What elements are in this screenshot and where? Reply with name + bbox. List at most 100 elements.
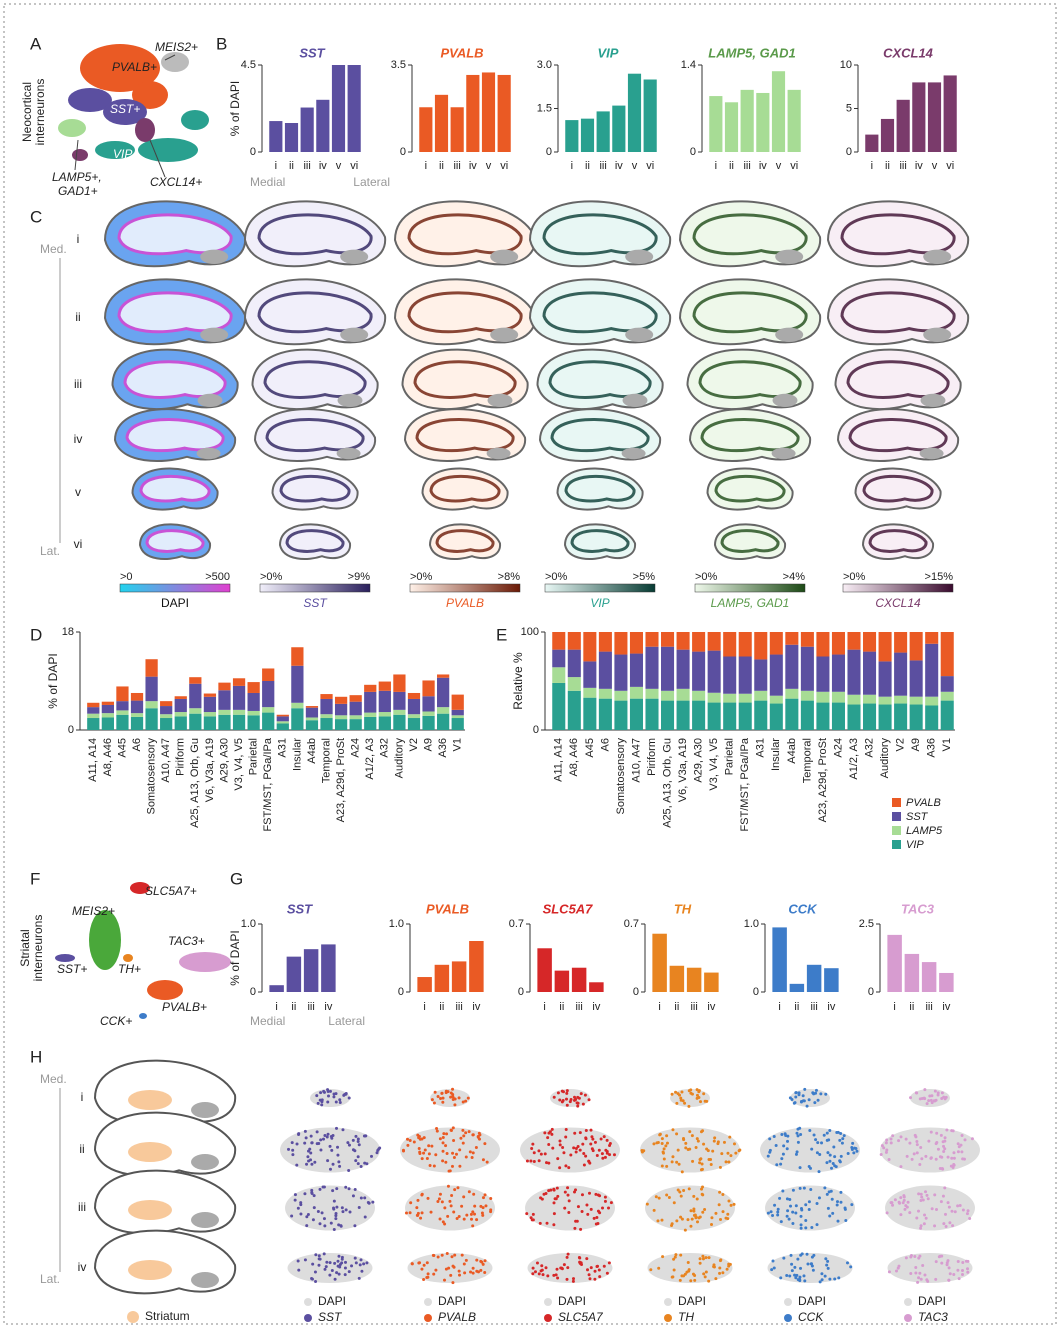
cell-dot	[303, 1142, 306, 1145]
cell-dot	[554, 1197, 557, 1200]
cell-dot	[729, 1154, 732, 1157]
x-tick-label: iv	[827, 1001, 835, 1013]
cell-dot	[802, 1094, 805, 1097]
cell-dot	[803, 1187, 806, 1190]
cell-dot	[363, 1135, 366, 1138]
bar-segment	[708, 632, 721, 651]
cell-dot	[601, 1157, 604, 1160]
cell-dot	[808, 1165, 811, 1168]
cell-dot	[439, 1218, 442, 1221]
bar-segment	[645, 647, 658, 689]
cell-dot	[699, 1157, 702, 1160]
cell-dot	[472, 1267, 475, 1270]
cell-dot	[563, 1263, 566, 1266]
cell-dot	[562, 1151, 565, 1154]
cell-dot	[937, 1091, 940, 1094]
cell-dot	[894, 1198, 897, 1201]
cell-dot	[767, 1155, 770, 1158]
cell-dot	[553, 1096, 556, 1099]
cell-dot	[484, 1204, 487, 1207]
bar-segment	[204, 712, 216, 716]
cell-dot	[323, 1186, 326, 1189]
bar-segment	[832, 692, 845, 703]
cell-dot	[895, 1269, 898, 1272]
cell-dot	[580, 1092, 583, 1095]
cell-dot	[668, 1196, 671, 1199]
cluster-label: MEIS2+	[155, 40, 198, 54]
cell-dot	[810, 1148, 813, 1151]
figure: ABCDEFGHNeocorticalinterneuronsStriatali…	[0, 0, 1060, 1328]
chart-title: CXCL14	[883, 45, 934, 60]
colorbar-name: PVALB	[446, 596, 484, 610]
cell-dot	[604, 1200, 607, 1203]
cell-dot	[957, 1150, 960, 1153]
bar-segment	[262, 713, 274, 730]
bar-segment	[277, 723, 289, 730]
x-tick-label: V1	[941, 738, 953, 751]
cell-dot	[800, 1100, 803, 1103]
chart-title: TAC3	[901, 901, 935, 916]
cell-dot	[336, 1154, 339, 1157]
cell-dot	[836, 1200, 839, 1203]
cell-dot	[830, 1190, 833, 1193]
cluster-label: CXCL14+	[150, 175, 202, 189]
cell-dot	[434, 1153, 437, 1156]
cell-dot	[920, 1278, 923, 1281]
y-tick-label: 10	[840, 59, 852, 71]
cell-dot	[297, 1133, 300, 1136]
cell-dot	[458, 1215, 461, 1218]
cell-dot	[472, 1193, 475, 1196]
cell-dot	[409, 1211, 412, 1214]
cell-dot	[323, 1224, 326, 1227]
cell-dot	[291, 1149, 294, 1152]
cell-dot	[714, 1277, 717, 1280]
bar-segment	[422, 716, 434, 730]
cell-dot	[574, 1220, 577, 1223]
cell-dot	[352, 1194, 355, 1197]
cell-dot	[546, 1274, 549, 1277]
bar-segment	[204, 694, 216, 697]
bar	[316, 100, 329, 152]
cell-dot	[958, 1277, 961, 1280]
bar-segment	[599, 632, 612, 652]
cell-dot	[585, 1257, 588, 1260]
cell-dot	[698, 1216, 701, 1219]
cell-dot	[531, 1143, 534, 1146]
cerebellum	[622, 448, 646, 460]
cell-dot	[966, 1271, 969, 1274]
cell-dot	[573, 1132, 576, 1135]
cell-dot	[406, 1144, 409, 1147]
panel-label: E	[496, 625, 507, 644]
bar-segment	[102, 717, 114, 730]
bar	[887, 935, 901, 992]
cell-dot	[847, 1152, 850, 1155]
cell-dot	[543, 1131, 546, 1134]
bar-segment	[645, 632, 658, 647]
bar-segment	[739, 694, 752, 703]
cell-dot	[696, 1097, 699, 1100]
cell-dot	[462, 1142, 465, 1145]
cell-dot	[458, 1096, 461, 1099]
cell-dot	[585, 1204, 588, 1207]
bar-segment	[552, 683, 565, 730]
bar-segment	[116, 686, 128, 701]
legend-label: DAPI	[318, 1294, 346, 1308]
bar-segment	[894, 704, 907, 730]
cell-dot	[592, 1149, 595, 1152]
bar-segment	[879, 705, 892, 730]
cell-dot	[944, 1136, 947, 1139]
x-tick-label: V3, V4, V5	[233, 738, 245, 791]
cell-dot	[677, 1149, 680, 1152]
cell-dot	[657, 1267, 660, 1270]
cell-dot	[449, 1096, 452, 1099]
cell-dot	[598, 1211, 601, 1214]
cell-dot	[330, 1149, 333, 1152]
cell-dot	[689, 1209, 692, 1212]
cell-dot	[959, 1204, 962, 1207]
cell-dot	[585, 1137, 588, 1140]
bar-segment	[816, 657, 829, 692]
cell-dot	[402, 1150, 405, 1153]
cell-dot	[305, 1163, 308, 1166]
cell-dot	[733, 1142, 736, 1145]
cell-dot	[594, 1141, 597, 1144]
